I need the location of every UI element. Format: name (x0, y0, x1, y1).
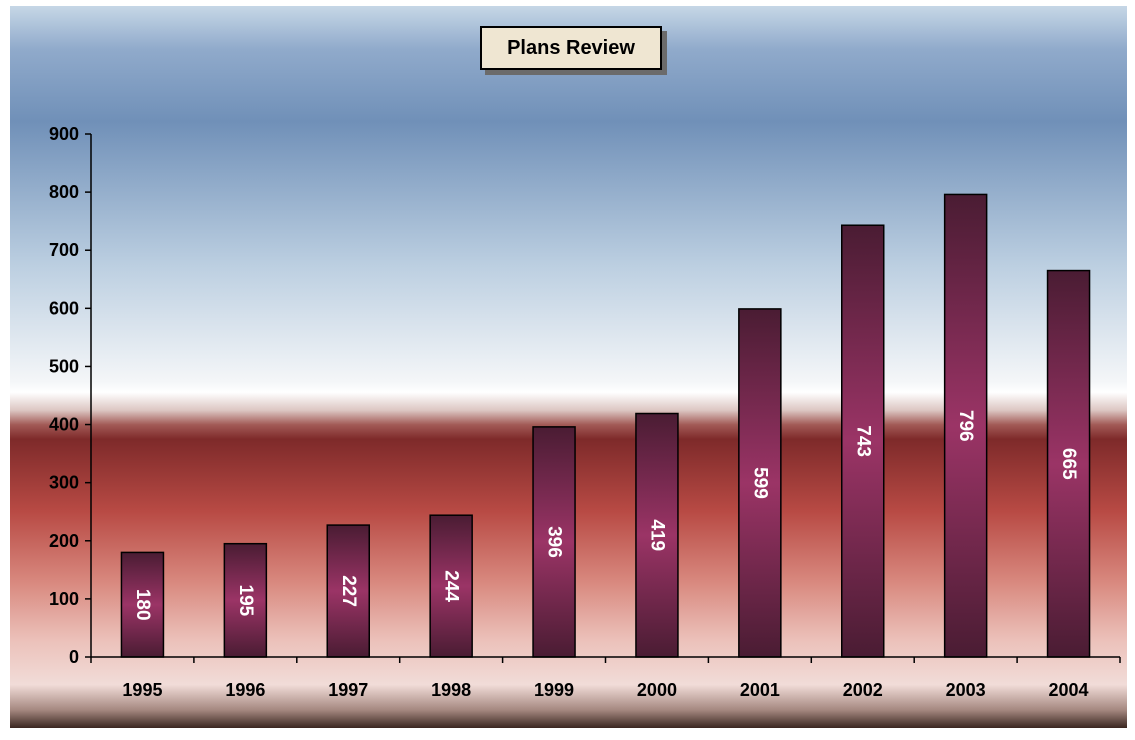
data-label-1996: 195 (235, 584, 256, 616)
axes-group: 0 100 200 300 400 500 600 700 800 900 1995 1996 1997… (49, 124, 1121, 700)
data-label-2001: 599 (749, 467, 770, 499)
data-label-2003: 796 (955, 410, 976, 442)
y-tick-label-200: 200 (49, 531, 79, 551)
bar-1996 (223, 542, 268, 658)
bar-2000 (635, 412, 679, 658)
bar-1997 (326, 524, 370, 658)
y-tick-label-100: 100 (49, 589, 79, 609)
y-tick-label-700: 700 (49, 240, 79, 260)
x-tick-label-1998: 1998 (431, 680, 471, 700)
y-tick-label-400: 400 (49, 415, 79, 435)
data-label-2000: 419 (646, 519, 667, 551)
x-tick-label-2002: 2002 (843, 680, 883, 700)
bar-1998 (429, 514, 473, 658)
data-label-1995: 180 (132, 589, 153, 621)
bar-2004 (1046, 269, 1091, 658)
x-tick-label-2003: 2003 (946, 680, 986, 700)
chart-title: Plans Review (480, 26, 662, 70)
bar-2003 (943, 193, 988, 658)
x-tick-label-1999: 1999 (534, 680, 574, 700)
x-tick-label-2001: 2001 (740, 680, 780, 700)
y-tick-label-900: 900 (49, 124, 79, 144)
y-tick-label-300: 300 (49, 473, 79, 493)
x-tick-label-2004: 2004 (1049, 680, 1089, 700)
y-tick-label-800: 800 (49, 182, 79, 202)
y-tick-label-600: 600 (49, 298, 79, 318)
bar-1995 (120, 551, 165, 658)
data-label-2004: 665 (1058, 448, 1079, 480)
x-tick-label-1996: 1996 (225, 680, 265, 700)
bars-group: 180 195 227 244 396 419 599 743 796 665 (120, 193, 1091, 658)
data-label-2002: 743 (852, 425, 873, 457)
x-tick-label-1995: 1995 (122, 680, 162, 700)
bar-2001 (738, 308, 782, 658)
bar-1999 (532, 426, 576, 658)
bar-2002 (841, 224, 885, 658)
x-tick-label-1997: 1997 (328, 680, 368, 700)
x-tick-label-2000: 2000 (637, 680, 677, 700)
y-tick-label-0: 0 (69, 647, 79, 667)
data-label-1999: 396 (544, 526, 565, 558)
data-label-1998: 244 (441, 570, 462, 602)
data-label-1997: 227 (338, 575, 359, 607)
y-tick-label-500: 500 (49, 356, 79, 376)
